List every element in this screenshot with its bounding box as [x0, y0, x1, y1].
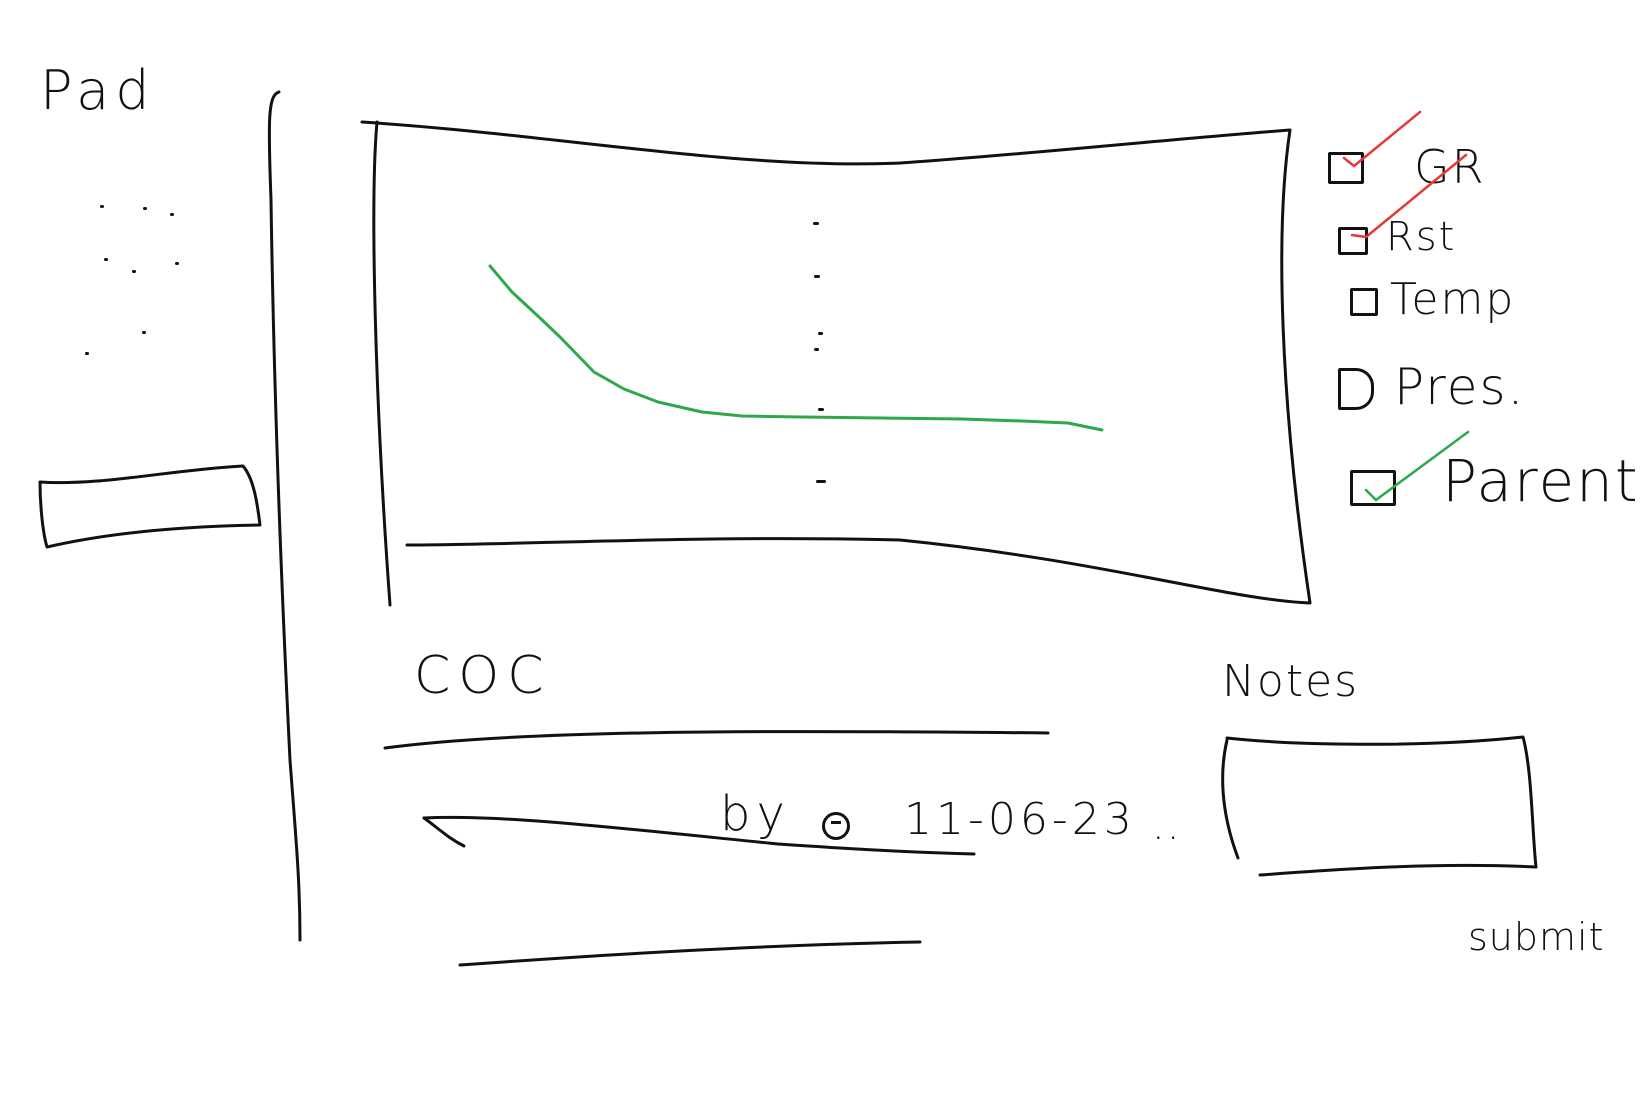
check-icon: [1350, 153, 1468, 239]
axis-mark: [814, 275, 820, 278]
legend-item-rst[interactable]: Rst: [1338, 153, 1498, 263]
axis-mark: [813, 222, 819, 225]
coc-underline: [383, 730, 1050, 750]
sidebar-action-button[interactable]: [40, 466, 260, 546]
axis-mark: [818, 332, 823, 335]
check-icon: [1342, 110, 1422, 168]
legend-item-pres[interactable]: Pres.: [1338, 360, 1538, 420]
legend-item-gr[interactable]: GR: [1328, 110, 1518, 194]
legend-label-temp: Temp: [1390, 274, 1516, 325]
avatar-icon: [822, 812, 850, 840]
series-line: [488, 264, 1104, 432]
axis-mark: [814, 348, 819, 351]
axis-mark: [818, 408, 824, 411]
coc-line-2: [458, 940, 922, 967]
notes-field[interactable]: [1228, 740, 1533, 870]
check-icon: [1364, 430, 1470, 502]
coc-title: COC: [414, 646, 552, 706]
sidebar-divider: [267, 90, 302, 942]
app-title: Pad: [40, 59, 156, 122]
legend-label-gr: GR: [1414, 140, 1486, 194]
legend-item-temp[interactable]: Temp: [1350, 276, 1540, 346]
coc-entry-by: by: [720, 786, 791, 842]
chart-svg: [488, 264, 1104, 432]
coc-entry-line: [422, 815, 976, 856]
coc-entry-ellipsis: ..: [1152, 803, 1182, 849]
checkbox-rst[interactable]: [1338, 227, 1368, 255]
checkbox-pres[interactable]: [1338, 368, 1374, 410]
checkbox-temp[interactable]: [1350, 288, 1378, 316]
coc-entry[interactable]: by 11-06-23 ..: [418, 790, 1198, 870]
submit-button[interactable]: submit: [1468, 915, 1605, 959]
legend-label-pres: Pres.: [1394, 358, 1526, 416]
coc-entry-date: 11-06-23: [904, 794, 1136, 845]
chart-area: [362, 122, 1310, 605]
legend-label-rst: Rst: [1386, 214, 1457, 260]
checkbox-parent[interactable]: [1350, 470, 1396, 506]
notes-title: Notes: [1222, 656, 1360, 707]
legend-item-parent[interactable]: Parent: [1350, 430, 1638, 524]
legend-label-parent: Parent: [1442, 447, 1640, 515]
axis-mark: [816, 480, 826, 483]
checkbox-gr[interactable]: [1328, 152, 1364, 184]
